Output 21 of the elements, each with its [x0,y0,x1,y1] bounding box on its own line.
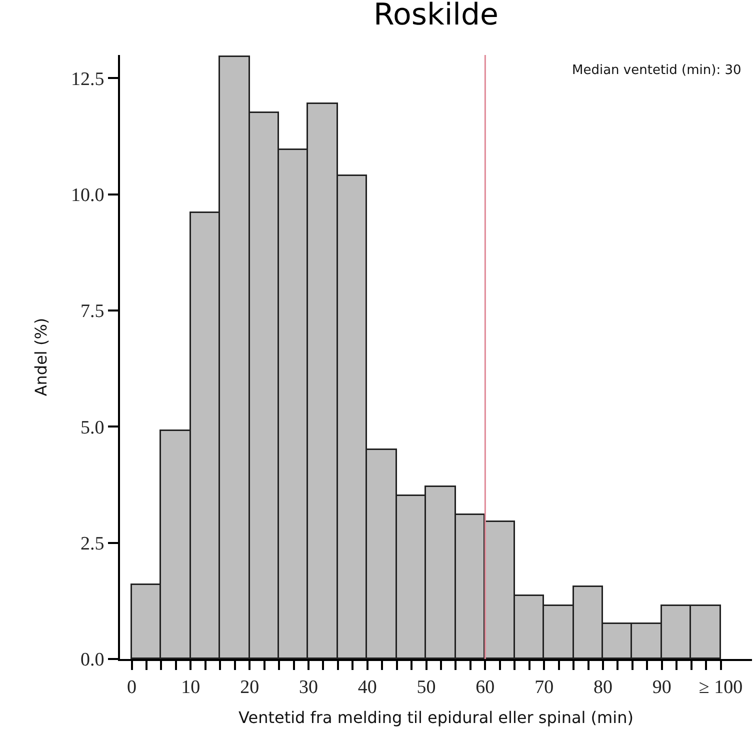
chart-title: Roskilde [373,0,499,33]
y-axis-title: Andel (%) [31,318,50,396]
x-axis-title: Ventetid fra melding til epidural eller spinal (min) [238,708,634,727]
x-tick-label: 20 [240,676,260,698]
x-tick-label: 80 [593,676,612,698]
x-tick-label: 40 [358,676,377,698]
y-tick-label: 5.0 [80,417,104,438]
y-tick-label: 2.5 [80,534,104,554]
y-tick-label: 0.0 [80,650,104,671]
x-tick-label: 10 [181,676,200,698]
y-tick-label: 7.5 [80,301,104,322]
annotation: Median ventetid (min): 30 [572,63,742,78]
y-tick-label: 12.5 [70,68,104,90]
x-tick-label: 50 [416,676,436,698]
x-tick-label: 70 [534,676,554,698]
y-tick-label: 10.0 [70,185,104,206]
x-tick-label: 30 [298,676,318,698]
x-tick-label: ≥ 100 [698,676,743,698]
x-tick-label: 0 [127,676,137,698]
x-tick-label: 90 [652,676,672,698]
x-tick-label: 60 [476,676,495,698]
